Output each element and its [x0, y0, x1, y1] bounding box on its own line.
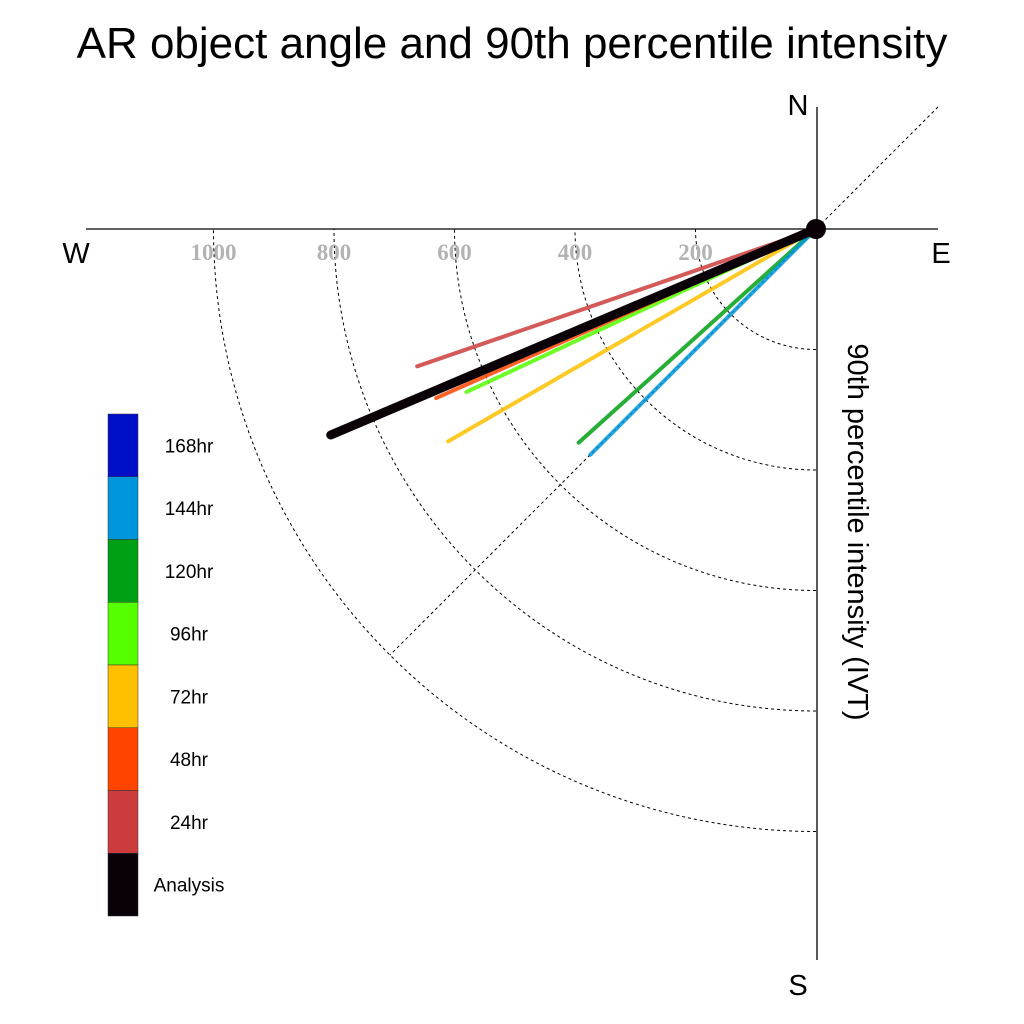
origin-marker: [806, 219, 826, 239]
radial-tick-labels: 200 400 600 800 1000: [191, 240, 713, 265]
series-line-analysis: [326, 224, 821, 440]
legend-swatch-24hr: [107, 790, 139, 854]
series-line-72hr: [446, 227, 818, 444]
radial-tick-label: 800: [317, 240, 352, 265]
radial-tick-label: 400: [558, 240, 593, 265]
series-line-24hr: [415, 227, 818, 369]
legend-label-120hr: 120hr: [165, 562, 214, 583]
radial-tick-label: 1000: [191, 240, 237, 265]
axes: [86, 107, 938, 960]
legend-swatch-72hr: [107, 664, 139, 728]
compass-west: W: [62, 238, 90, 270]
legend-label-analysis: Analysis: [154, 876, 225, 897]
series-line-120hr: [576, 227, 818, 445]
chart-title: AR object angle and 90th percentile inte…: [77, 19, 948, 68]
legend-label-96hr: 96hr: [170, 625, 209, 646]
series-line-144hr: [588, 227, 818, 457]
radial-tick-label: 200: [678, 240, 713, 265]
legend-label-24hr: 24hr: [170, 813, 209, 834]
grid-arc: [574, 228, 817, 471]
legend-swatch-96hr: [107, 602, 139, 666]
grid-arc: [213, 228, 817, 832]
legend-label-48hr: 48hr: [170, 750, 209, 771]
legend-swatch-144hr: [107, 476, 139, 540]
legend-swatch-analysis: [107, 853, 139, 917]
compass-east: E: [931, 238, 950, 270]
legend-label-168hr: 168hr: [165, 436, 214, 457]
legend: 168hr 144hr 120hr 96hr 72hr 48hr 24hr Analysis: [107, 413, 225, 917]
compass-north: N: [788, 90, 809, 122]
legend-label-72hr: 72hr: [170, 687, 209, 708]
grid-arc: [695, 228, 817, 350]
legend-swatch-168hr: [107, 413, 139, 477]
y-axis-label: 90th percentile intensity (IVT): [841, 343, 873, 720]
compass-south: S: [788, 970, 807, 1002]
legend-swatch-120hr: [107, 539, 139, 603]
legend-swatch-48hr: [107, 727, 139, 791]
series-lines: [326, 224, 821, 457]
radial-tick-label: 600: [437, 240, 472, 265]
legend-label-144hr: 144hr: [165, 499, 214, 520]
polar-grid: [213, 106, 939, 832]
